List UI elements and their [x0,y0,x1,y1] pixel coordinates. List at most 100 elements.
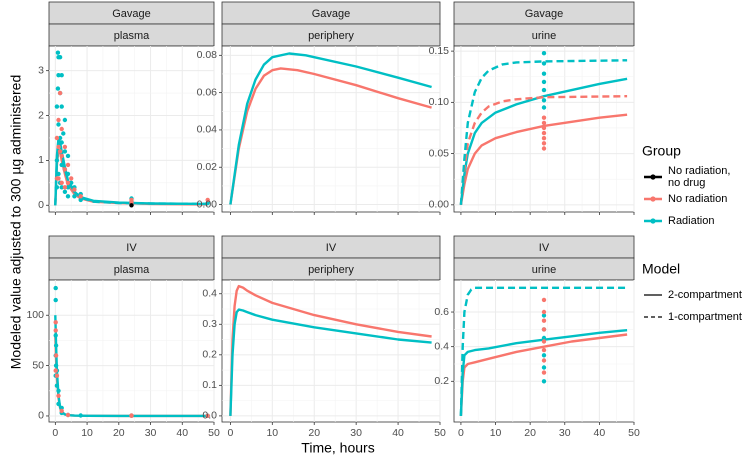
y-tick-label: 0.3 [202,318,217,330]
data-point-radiation [541,365,547,370]
y-tick-label: 0.00 [197,198,218,210]
data-point-no_radiation [56,393,61,398]
series-line-no_radiation-two [229,67,432,205]
y-tick-label: 0.15 [429,45,450,57]
legend-item-no_radiation: No radiation [644,193,727,205]
data-point-radiation [65,185,71,190]
panel-content [229,52,432,205]
data-point-no_radiation [59,180,64,185]
strip-route-label: Gavage [312,8,351,20]
y-tick-label: 0.0 [202,410,217,422]
data-point-radiation [57,135,63,141]
data-point-no_radiation [62,144,68,150]
data-point-radiation [541,87,547,93]
x-tick-label: 50 [628,427,640,439]
strip-compartment-label: periphery [308,30,354,42]
data-point-no_radiation [53,368,58,373]
panel-frame [48,279,215,423]
panel-frame [221,279,441,423]
data-point-radiation [54,185,60,190]
data-point-radiation [62,149,68,154]
data-point-no_radiation [57,90,63,96]
x-tick-label: 20 [524,427,536,439]
data-point-no_radiation [53,328,58,333]
data-point-radiation [54,158,60,163]
data-point-radiation [78,413,83,418]
data-point-radiation [53,297,58,303]
data-point-no_radiation [59,408,64,414]
series-line-radiation-two [459,329,628,416]
data-point-no_radiation [56,144,61,150]
y-tick-label: 0.10 [429,96,450,108]
x-tick-label: 30 [559,427,571,439]
x-axis-title: Time, hours [301,440,374,456]
data-point-radiation [541,313,547,318]
data-point-radiation [54,383,60,388]
legend-item-one: 1-compartment [644,311,742,323]
x-tick-label: 10 [490,427,502,439]
data-point-radiation [65,153,71,159]
data-point-radiation [62,189,68,194]
data-point-no_radiation [65,412,71,418]
x-tick-label: 40 [176,427,188,439]
strip-compartment-label: urine [532,264,556,276]
facet-grid: Gavageplasma0123Gavageperiphery0.000.020… [26,1,640,439]
data-point-radiation [541,61,547,66]
data-point-no_radiation [205,197,210,203]
series-line-radiation-two [229,52,432,205]
panel-content [53,285,210,418]
data-point-radiation [541,79,547,85]
data-point-radiation [541,379,547,384]
x-tick-label: 50 [434,427,446,439]
panel-frame [221,45,441,213]
data-point-no_radiation [59,126,64,132]
legend-label: 2-compartment [668,289,742,301]
series-line-radiation-one [459,286,628,416]
panel-iv-urine: IV urine 0.2 0.4 0.6 0 10 20 30 40 50 [434,235,640,439]
data-point-radiation [59,104,64,109]
x-tick-label: 0 [227,427,233,439]
y-axis-title: Modeled value adjusted to 300 µg adminis… [8,75,24,369]
data-point-radiation [59,140,64,145]
data-point-no_radiation [541,130,547,136]
data-point-no_radiation [541,115,547,120]
y-tick-label: 0 [38,410,44,422]
panel-content [459,286,628,416]
data-point-radiation [53,333,58,338]
x-tick-label: 40 [594,427,606,439]
data-point-radiation [59,162,64,168]
data-point-radiation [53,363,59,368]
strip-route-label: IV [539,242,550,254]
panel-content [459,51,628,206]
data-point-radiation [541,51,547,56]
y-tick-label: 0.6 [434,306,449,318]
legend-label: Radiation [668,215,714,227]
data-point-no_radiation [541,120,547,126]
y-tick-label: 0 [38,199,44,211]
strip-route-label: IV [126,242,137,254]
data-point-no_radiation [56,117,61,123]
panel-gavage-urine: Gavage urine 0.00 0.05 0.10 0.15 [429,1,635,215]
data-point-radiation [56,122,61,127]
x-tick-label: 0 [52,427,58,439]
data-point-radiation [541,105,547,110]
strip-route-label: Gavage [525,8,564,20]
data-point-no_radiation [541,358,547,363]
panel-gavage-periphery: Gavage periphery 0.00 0.02 0.04 0.06 0.08 [197,1,441,215]
data-point-no_radiation [541,347,547,353]
data-point-no_radiation [62,185,68,190]
data-point-radiation [541,98,547,103]
data-point-no_radiation [541,339,547,344]
data-point-no_radiation [541,136,547,141]
strip-compartment-label: plasma [114,30,150,42]
x-tick-label: 30 [145,427,157,439]
x-tick-label: 10 [266,427,278,439]
y-tick-label: 0.4 [202,288,217,300]
series-line-radiation-two [229,308,432,416]
y-tick-label: 0.06 [197,86,218,98]
data-point-no_radiation [541,327,547,332]
data-point-radiation [72,194,77,199]
data-point-no_radiation [57,149,63,154]
data-point-no_radiation [541,309,547,315]
